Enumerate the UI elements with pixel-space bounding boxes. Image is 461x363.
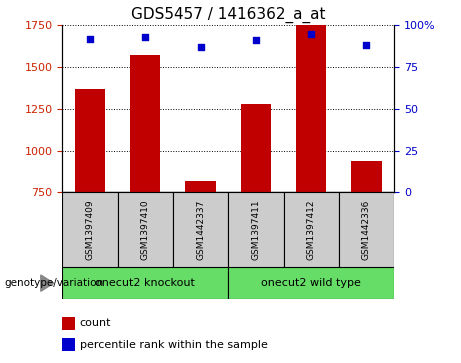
Title: GDS5457 / 1416362_a_at: GDS5457 / 1416362_a_at [131,7,325,23]
Text: GSM1397411: GSM1397411 [251,199,260,260]
Bar [75,89,105,192]
Bar [228,267,394,299]
Bar [185,181,216,192]
Bar [228,192,284,267]
Bar [351,161,382,192]
Text: percentile rank within the sample: percentile rank within the sample [80,340,268,350]
Point [86,36,94,42]
Text: onecut2 wild type: onecut2 wild type [261,278,361,288]
Bar [118,192,173,267]
Point [197,44,204,50]
Bar [62,192,118,267]
Point [142,34,149,40]
Text: count: count [80,318,111,328]
Text: genotype/variation: genotype/variation [5,278,104,288]
Polygon shape [41,275,53,291]
Point [307,31,315,37]
Bar [241,104,271,192]
Text: GSM1442336: GSM1442336 [362,199,371,260]
Text: GSM1397410: GSM1397410 [141,199,150,260]
Point [252,37,260,43]
Text: GSM1397412: GSM1397412 [307,199,316,260]
Bar [62,267,228,299]
Bar [173,192,228,267]
Text: GSM1442337: GSM1442337 [196,199,205,260]
Point [363,42,370,48]
Bar [130,56,160,192]
Text: onecut2 knockout: onecut2 knockout [95,278,195,288]
Text: GSM1397409: GSM1397409 [85,199,95,260]
Bar [296,25,326,192]
Bar [284,192,339,267]
Bar [339,192,394,267]
